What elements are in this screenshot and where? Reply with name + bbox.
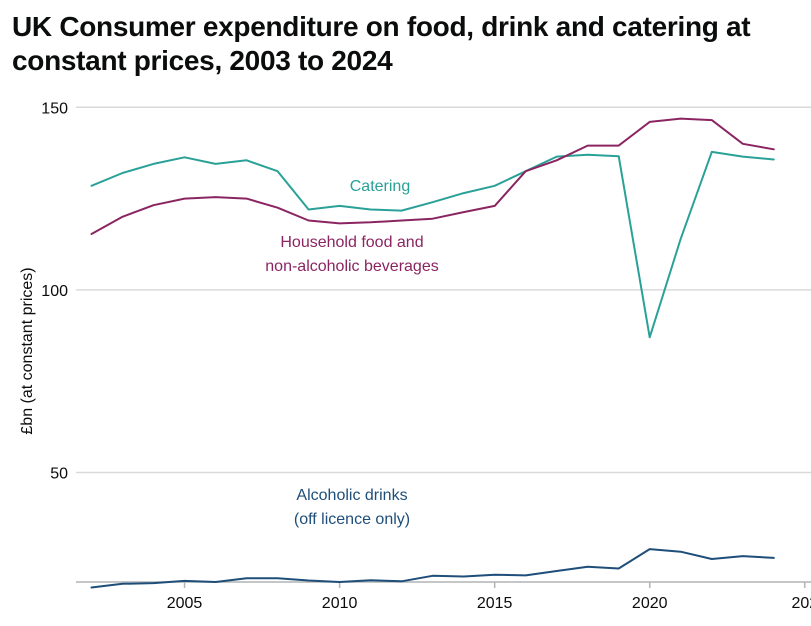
- series-label-1-1: non-alcoholic beverages: [265, 258, 438, 275]
- y-tick-label-50: 50: [50, 465, 68, 482]
- x-tick-label-4: 202: [791, 595, 811, 612]
- series-line-1: [90, 117, 775, 235]
- chart-title: UK Consumer expenditure on food, drink a…: [12, 11, 751, 76]
- series-label-1-0: Household food and: [280, 234, 423, 251]
- x-tick-label-3: 2020: [632, 595, 668, 612]
- x-tick-label-0: 2005: [167, 595, 203, 612]
- series-label-2-1: (off licence only): [294, 511, 410, 528]
- series-label-2-0: Alcoholic drinks: [296, 487, 407, 504]
- series-line-0: [90, 150, 775, 339]
- x-tick-label-1: 2010: [322, 595, 358, 612]
- y-tick-label-150: 150: [41, 100, 68, 117]
- series-label-0-0: Catering: [350, 178, 410, 195]
- y-axis-title: £bn (at constant prices): [19, 267, 36, 434]
- x-tick-label-2: 2015: [477, 595, 513, 612]
- series-line-2: [90, 548, 775, 589]
- y-tick-label-100: 100: [41, 283, 68, 300]
